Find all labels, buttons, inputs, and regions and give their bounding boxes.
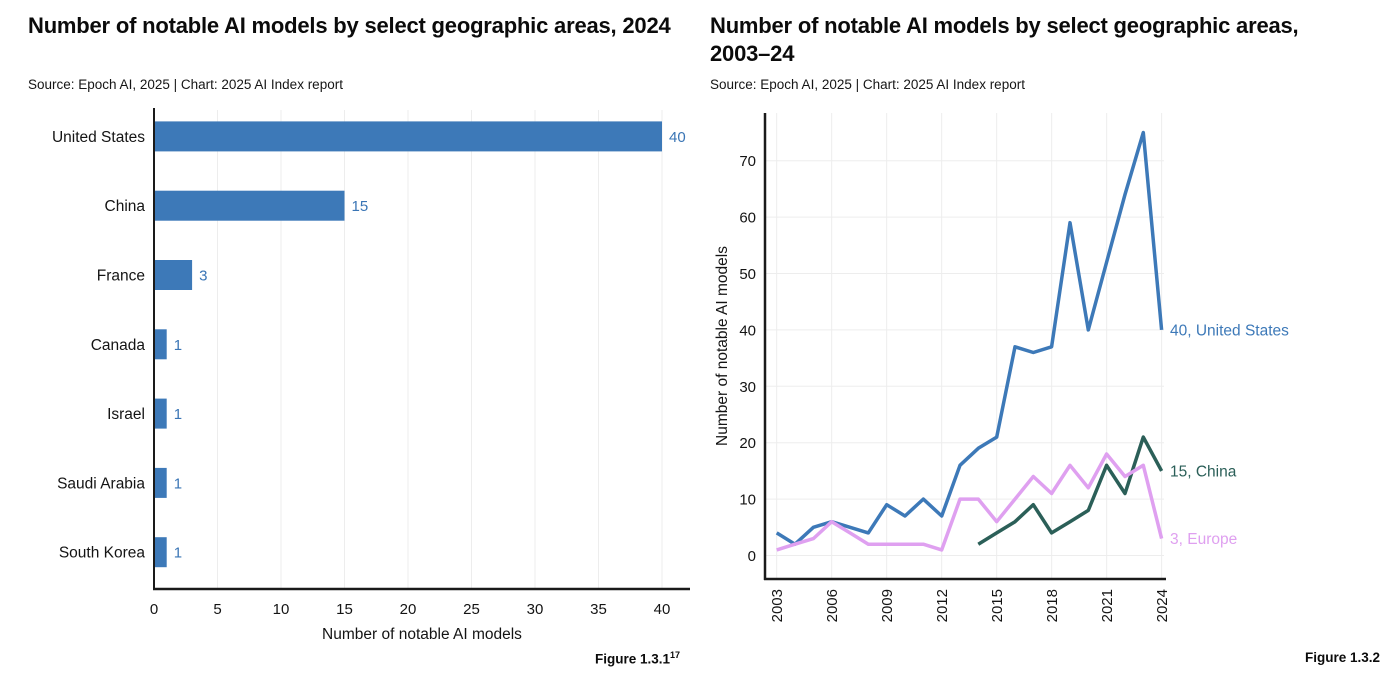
x-tick-label-2006: 2006 (824, 589, 841, 622)
bar-value-label: 1 (174, 337, 182, 354)
bar-x-axis-title: Number of notable AI models (322, 626, 522, 643)
x-tick-label-30: 30 (527, 601, 544, 618)
x-tick-label-10: 10 (273, 601, 290, 618)
series-line-united-states (775, 130, 1164, 546)
line-chart-caption-text: Figure 1.3.2 (1304, 650, 1380, 665)
bar-value-label: 40 (669, 129, 686, 146)
x-tick-label-25: 25 (463, 601, 480, 618)
x-tick-label-20: 20 (400, 601, 417, 618)
y-tick-label-60: 60 (739, 210, 756, 227)
bar-chart-caption-text: Figure 1.3.1 (594, 651, 670, 667)
bar-category-label: Saudi Arabia (57, 475, 145, 492)
bar-value-label: 1 (174, 545, 182, 562)
series-line-europe (776, 452, 1164, 552)
line-y-ticks: 0 10 20 30 40 50 60 70 (739, 153, 756, 565)
x-tick-label-5: 5 (213, 601, 221, 618)
bar-category-label: South Korea (59, 545, 146, 562)
y-tick-label-0: 0 (748, 548, 756, 565)
line-series-group: 40, United States 15, China 3, Europe (775, 130, 1289, 552)
bar-value-label: 1 (174, 406, 182, 423)
line-y-axis-title: Number of notable AI models (714, 246, 731, 446)
bar-canada (155, 329, 167, 360)
y-tick-label-50: 50 (739, 266, 756, 283)
bar-united-states (155, 121, 662, 152)
bar-category-label: United States (52, 129, 145, 146)
y-tick-label-70: 70 (739, 153, 756, 170)
bar-china (155, 190, 345, 221)
y-tick-label-30: 30 (739, 379, 756, 396)
x-tick-label-2015: 2015 (989, 589, 1006, 622)
series-end-label-europe: 3, Europe (1170, 531, 1237, 548)
y-tick-label-20: 20 (739, 435, 756, 452)
line-chart-title: Number of notable AI models by select ge… (710, 13, 1299, 66)
bar-chart-title: Number of notable AI models by select ge… (28, 13, 671, 38)
bar-x-ticks: 0 5 10 15 20 25 30 35 40 (150, 601, 671, 618)
x-tick-label-2012: 2012 (934, 589, 951, 622)
x-tick-label-2021: 2021 (1099, 589, 1116, 622)
x-tick-label-15: 15 (336, 601, 353, 618)
bar-series: United States 40 China 15 France 3 Canada 1 Isra… (52, 121, 686, 568)
series-end-label-united-states: 40, United States (1170, 322, 1289, 339)
x-tick-label-2018: 2018 (1044, 589, 1061, 622)
y-tick-label-10: 10 (739, 492, 756, 509)
y-tick-label-40: 40 (739, 322, 756, 339)
bar-south-korea (155, 537, 167, 568)
bar-category-label: China (105, 198, 146, 215)
bar-value-label: 1 (174, 475, 182, 492)
bar-israel (155, 398, 167, 429)
x-tick-label-2003: 2003 (769, 589, 786, 622)
series-line-china (977, 435, 1164, 546)
x-tick-label-35: 35 (590, 601, 607, 618)
bar-category-label: Canada (91, 337, 146, 354)
bar-value-label: 15 (352, 198, 369, 215)
bar-chart-source: Source: Epoch AI, 2025 | Chart: 2025 AI … (28, 77, 343, 92)
line-gridlines (765, 113, 1164, 579)
bar-category-label: Israel (107, 406, 145, 423)
series-end-label-china: 15, China (1170, 463, 1237, 480)
x-tick-label-2024: 2024 (1154, 589, 1171, 622)
line-x-ticks: 2003 2006 2009 2012 2015 2018 2021 2024 (769, 589, 1171, 622)
x-tick-label-0: 0 (150, 601, 158, 618)
bar-chart-caption-footnote: 17 (669, 650, 680, 660)
bar-saudi-arabia (155, 467, 167, 498)
bar-gridlines (217, 110, 663, 589)
x-tick-label-40: 40 (654, 601, 671, 618)
line-chart-caption: Figure 1.3.2 (1180, 650, 1380, 665)
line-chart-source: Source: Epoch AI, 2025 | Chart: 2025 AI … (710, 77, 1025, 92)
bar-france (155, 260, 193, 290)
bar-chart-caption: Figure 1.3.117 (480, 650, 680, 667)
bar-value-label: 3 (199, 268, 207, 285)
x-tick-label-2009: 2009 (879, 589, 896, 622)
bar-category-label: France (97, 268, 145, 285)
